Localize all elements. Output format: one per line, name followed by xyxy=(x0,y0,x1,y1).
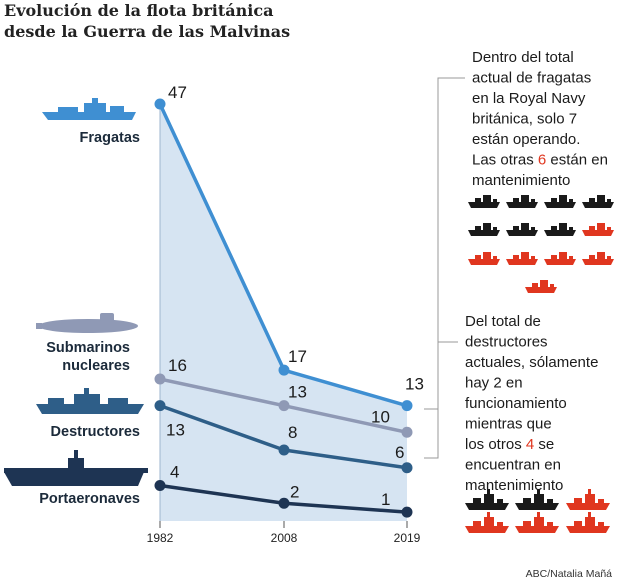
point-fragatas-1982 xyxy=(154,98,166,110)
point-submarinos-2019 xyxy=(401,426,413,438)
annotation-line: en la Royal Navy xyxy=(472,90,586,107)
frigate-status-icons xyxy=(468,195,614,293)
value-label-portaeronaves-1982: 4 xyxy=(170,463,179,482)
annotation-line: mientras que xyxy=(465,416,552,433)
annotation-line: están operando. xyxy=(472,131,580,148)
point-fragatas-2019 xyxy=(401,400,413,412)
annotation-line: encuentran en xyxy=(465,457,561,474)
data-labels: 47 17 13 16 13 10 13 8 6 4 2 1 xyxy=(166,83,424,509)
series-points xyxy=(154,98,413,518)
destroyer-status-icon xyxy=(465,512,509,533)
annotation-line: actuales, sólamente xyxy=(465,354,598,371)
annotation-line: actual de fragatas xyxy=(472,70,591,87)
frigate-status-icon xyxy=(544,252,576,265)
x-axis: 1982 2008 2019 xyxy=(147,521,421,545)
label-submarinos-2: nucleares xyxy=(62,358,130,374)
chart-title-line-2: desde la Guerra de las Malvinas xyxy=(4,22,290,41)
destroyer-status-icon xyxy=(566,512,610,533)
frigate-area-fill xyxy=(160,104,407,521)
value-label-submarinos-2019: 10 xyxy=(371,407,390,426)
value-label-destructores-2008: 8 xyxy=(288,423,297,442)
frigate-status-icon xyxy=(506,252,538,265)
point-portaeronaves-1982 xyxy=(154,480,166,492)
annotation-line: Dentro del total xyxy=(472,49,574,66)
destroyer-status-icon xyxy=(566,489,610,510)
point-portaeronaves-2019 xyxy=(401,506,413,518)
value-label-submarinos-1982: 16 xyxy=(168,356,187,375)
point-destructores-1982 xyxy=(154,400,166,412)
point-destructores-2019 xyxy=(401,462,413,474)
frigate-status-icon xyxy=(582,252,614,265)
frigate-icon xyxy=(42,98,136,120)
destroyer-status-icon xyxy=(465,489,509,510)
value-label-fragatas-2019: 13 xyxy=(405,375,424,394)
point-submarinos-1982 xyxy=(154,373,166,385)
label-destructores: Destructores xyxy=(51,424,140,440)
destroyer-callout-connector xyxy=(424,341,458,459)
x-tick-label-1982: 1982 xyxy=(147,531,174,545)
frigate-status-icon xyxy=(582,195,614,208)
x-tick-label-2008: 2008 xyxy=(271,531,298,545)
frigate-status-icon xyxy=(506,223,538,236)
value-label-submarinos-2008: 13 xyxy=(288,383,307,402)
destroyer-status-icons xyxy=(465,489,610,533)
frigate-status-icon xyxy=(506,195,538,208)
annotation-line: británica, solo 7 xyxy=(472,111,577,128)
annotation-line: funcionamiento xyxy=(465,395,567,412)
label-fragatas: Fragatas xyxy=(80,130,140,146)
frigate-status-icon xyxy=(468,252,500,265)
point-destructores-2008 xyxy=(278,444,290,456)
value-label-fragatas-2008: 17 xyxy=(288,347,307,366)
frigate-callout-connector xyxy=(424,77,465,410)
x-tick-label-2019: 2019 xyxy=(394,531,421,545)
frigate-status-icon xyxy=(525,280,557,293)
label-portaeronaves: Portaeronaves xyxy=(39,491,140,507)
submarine-icon xyxy=(36,313,138,333)
value-label-destructores-1982: 13 xyxy=(166,421,185,440)
destroyer-icon xyxy=(36,388,144,414)
value-label-fragatas-1982: 47 xyxy=(168,83,187,102)
credit: ABC/Natalia Mañá xyxy=(526,568,613,580)
frigate-status-icon xyxy=(544,223,576,236)
label-submarinos-1: Submarinos xyxy=(46,340,130,356)
annotation-line: los otros 4 se xyxy=(465,436,554,453)
annotation-line: mantenimiento xyxy=(465,477,563,494)
frigate-status-icon xyxy=(468,223,500,236)
frigate-annotation: Dentro del total actual de fragatas en la … xyxy=(472,49,608,189)
frigate-status-icon xyxy=(468,195,500,208)
point-portaeronaves-2008 xyxy=(278,497,290,509)
aircraft-carrier-icon xyxy=(4,450,148,486)
chart-title-line-1: Evolución de la flota británica xyxy=(4,1,273,20)
point-fragatas-2008 xyxy=(278,364,290,376)
destroyer-annotation: Del total de destructores actuales, sólame… xyxy=(465,313,598,494)
frigate-status-icon xyxy=(544,195,576,208)
value-label-portaeronaves-2008: 2 xyxy=(290,482,299,501)
frigate-area xyxy=(159,104,407,521)
destroyer-status-icon xyxy=(515,489,559,510)
annotation-line: Las otras 6 están en xyxy=(472,152,608,169)
annotation-line: destructores xyxy=(465,334,548,351)
annotation-line: mantenimiento xyxy=(472,172,570,189)
annotation-line: Del total de xyxy=(465,313,541,330)
annotation-line: hay 2 en xyxy=(465,375,523,392)
value-label-destructores-2019: 6 xyxy=(395,443,404,462)
point-submarinos-2008 xyxy=(278,400,290,412)
value-label-portaeronaves-2019: 1 xyxy=(381,490,390,509)
frigate-status-icon xyxy=(582,223,614,236)
destroyer-status-icon xyxy=(515,512,559,533)
